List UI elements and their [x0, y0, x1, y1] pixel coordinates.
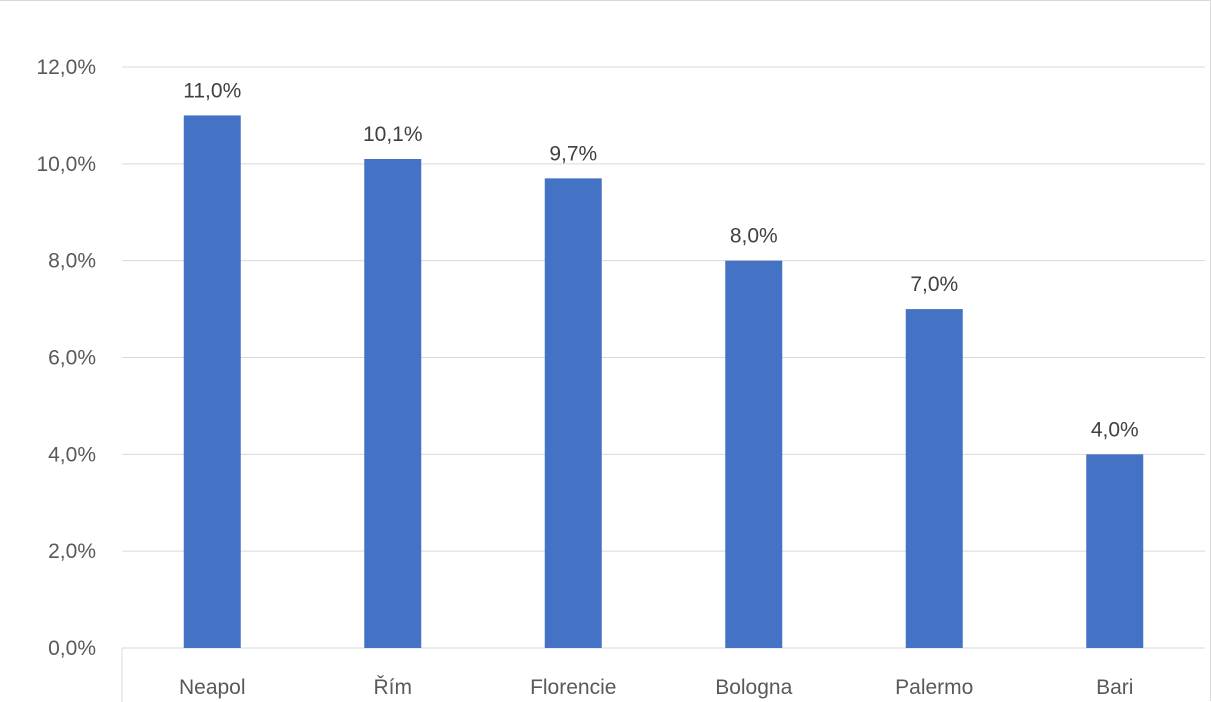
- x-axis-category-labels: Neapol Řím Florencie Bologna Palermo Bari: [179, 676, 1133, 699]
- bar: [725, 260, 783, 648]
- y-tick-label: 12,0%: [36, 56, 96, 79]
- bar: [905, 309, 963, 648]
- x-category-label: Neapol: [179, 676, 246, 699]
- bar-data-label: 7,0%: [910, 273, 958, 296]
- bar: [183, 115, 241, 648]
- y-tick-label: 10,0%: [36, 153, 96, 176]
- bar: [364, 158, 422, 648]
- bar-data-label: 4,0%: [1091, 418, 1139, 441]
- bar-data-labels: 11,0% 10,1% 9,7% 8,0% 7,0% 4,0%: [183, 79, 1138, 441]
- x-category-label: Florencie: [530, 676, 616, 699]
- y-tick-label: 2,0%: [48, 540, 96, 563]
- bar: [544, 178, 602, 648]
- x-category-label: Bologna: [715, 676, 792, 699]
- bar: [1086, 454, 1144, 648]
- bar-data-label: 9,7%: [549, 142, 597, 165]
- y-tick-label: 6,0%: [48, 347, 96, 370]
- x-category-label: Bari: [1096, 676, 1133, 699]
- y-tick-label: 0,0%: [48, 637, 96, 660]
- gridlines: [121, 66, 1205, 702]
- y-tick-label: 4,0%: [48, 443, 96, 466]
- x-category-label: Palermo: [895, 676, 973, 699]
- x-category-label: Řím: [374, 676, 413, 699]
- bars: [183, 115, 1144, 648]
- y-tick-label: 8,0%: [48, 250, 96, 273]
- bar-data-label: 10,1%: [363, 123, 423, 146]
- bar-data-label: 8,0%: [730, 225, 778, 248]
- y-axis-tick-labels: 0,0% 2,0% 4,0% 6,0% 8,0% 10,0% 12,0%: [36, 56, 96, 660]
- bar-data-label: 11,0%: [183, 79, 241, 102]
